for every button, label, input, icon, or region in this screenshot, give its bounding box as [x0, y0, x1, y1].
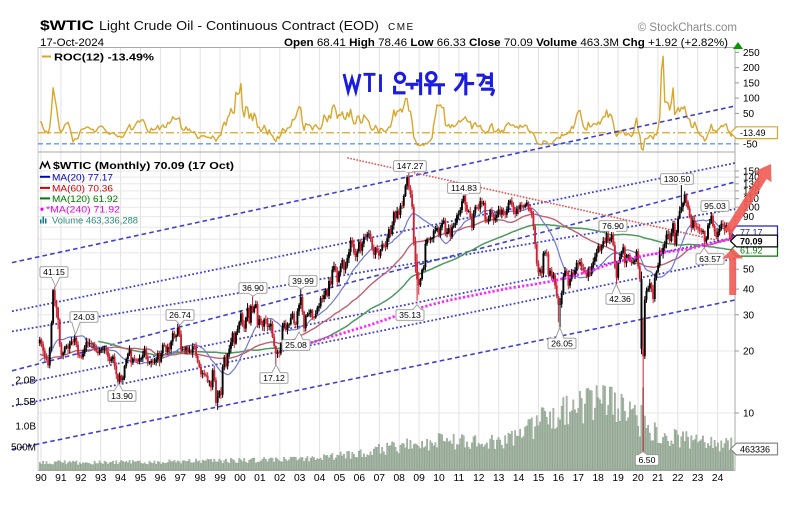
svg-text:150: 150: [743, 166, 760, 177]
svg-text:00: 00: [234, 473, 246, 484]
svg-text:39.99: 39.99: [292, 276, 314, 286]
svg-text:100: 100: [743, 94, 760, 105]
svg-text:99: 99: [214, 473, 226, 484]
svg-text:95.03: 95.03: [704, 201, 726, 211]
svg-text:95: 95: [135, 473, 147, 484]
svg-text:11: 11: [454, 473, 465, 484]
svg-text:1.5B: 1.5B: [15, 397, 36, 408]
svg-text:23: 23: [692, 473, 704, 484]
svg-text:130.50: 130.50: [664, 174, 691, 184]
svg-text:© StockCharts.com: © StockCharts.com: [638, 22, 737, 34]
svg-text:Open 68.41 High 78.46 Low 66.3: Open 68.41 High 78.46 Low 66.33 Close 70…: [284, 37, 728, 49]
svg-text:500M: 500M: [11, 443, 36, 454]
svg-text:ROC(12) -13.49%: ROC(12) -13.49%: [54, 52, 155, 64]
svg-text:98: 98: [194, 473, 206, 484]
svg-text:24.03: 24.03: [73, 312, 95, 322]
svg-text:16: 16: [553, 473, 565, 484]
svg-text:$WTIC: $WTIC: [40, 18, 94, 33]
svg-text:14: 14: [513, 473, 525, 484]
svg-text:03: 03: [294, 473, 306, 484]
svg-text:140: 140: [743, 173, 760, 184]
svg-text:130: 130: [743, 179, 760, 190]
svg-text:147.27: 147.27: [397, 161, 424, 171]
svg-text:1.0B: 1.0B: [15, 421, 36, 432]
svg-text:21: 21: [652, 473, 664, 484]
svg-text:35.13: 35.13: [399, 310, 421, 320]
svg-text:61.92: 61.92: [740, 246, 763, 256]
svg-text:*MA(240) 71.92: *MA(240) 71.92: [46, 205, 120, 216]
svg-text:26.05: 26.05: [551, 339, 573, 349]
svg-text:50: 50: [743, 265, 755, 276]
svg-text:36.90: 36.90: [242, 283, 264, 293]
svg-text:01: 01: [254, 473, 266, 484]
svg-text:20: 20: [632, 473, 644, 484]
svg-text:20: 20: [743, 347, 755, 358]
svg-text:70.09: 70.09: [740, 237, 763, 247]
svg-text:200: 200: [743, 63, 760, 74]
svg-text:96: 96: [155, 473, 167, 484]
svg-text:2.0B: 2.0B: [15, 376, 36, 387]
svg-text:250: 250: [743, 48, 760, 59]
svg-text:22: 22: [672, 473, 684, 484]
svg-text:17-Oct-2024: 17-Oct-2024: [40, 37, 104, 49]
svg-text:100: 100: [743, 203, 760, 214]
svg-text:07: 07: [374, 473, 386, 484]
svg-text:17: 17: [573, 473, 585, 484]
svg-text:90: 90: [743, 212, 755, 223]
svg-text:-50: -50: [743, 139, 758, 150]
svg-text:15: 15: [533, 473, 545, 484]
svg-text:19: 19: [612, 473, 624, 484]
svg-text:114.83: 114.83: [451, 183, 477, 193]
svg-text:6.50: 6.50: [639, 455, 656, 465]
svg-text:CME: CME: [388, 22, 415, 33]
svg-text:02: 02: [274, 473, 286, 484]
svg-text:Volume 463,336,288: Volume 463,336,288: [52, 216, 138, 227]
svg-text:50: 50: [743, 109, 755, 120]
svg-text:92: 92: [75, 473, 87, 484]
svg-text:30: 30: [743, 310, 755, 321]
svg-text:08: 08: [393, 473, 405, 484]
svg-text:Light Crude Oil - Continuous C: Light Crude Oil - Continuous Contract (E…: [99, 19, 379, 33]
svg-text:18: 18: [592, 473, 604, 484]
svg-text:$WTIC (Monthly) 70.09 (17 Oct): $WTIC (Monthly) 70.09 (17 Oct): [53, 160, 234, 172]
svg-text:94: 94: [115, 473, 127, 484]
svg-text:24: 24: [712, 473, 724, 484]
svg-text:25.08: 25.08: [285, 340, 307, 350]
svg-text:150: 150: [743, 78, 760, 89]
svg-text:05: 05: [334, 473, 346, 484]
svg-text:91: 91: [55, 473, 67, 484]
svg-text:10: 10: [433, 473, 445, 484]
svg-text:13: 13: [493, 473, 505, 484]
svg-text:40: 40: [743, 285, 755, 296]
svg-text:41.15: 41.15: [43, 267, 65, 277]
svg-text:04: 04: [314, 473, 326, 484]
svg-text:MA(20) 77.17: MA(20) 77.17: [52, 172, 113, 183]
svg-text:09: 09: [413, 473, 425, 484]
svg-text:42.36: 42.36: [609, 294, 631, 304]
svg-text:77.17: 77.17: [740, 227, 763, 237]
svg-text:17.12: 17.12: [263, 373, 285, 383]
svg-text:93: 93: [95, 473, 107, 484]
svg-text:-13.49: -13.49: [740, 128, 766, 138]
svg-text:MA(120) 61.92: MA(120) 61.92: [52, 194, 118, 205]
svg-text:76.90: 76.90: [602, 221, 624, 231]
svg-text:12: 12: [473, 473, 485, 484]
svg-text:06: 06: [354, 473, 366, 484]
svg-text:MA(60) 70.36: MA(60) 70.36: [52, 183, 113, 194]
svg-text:63.57: 63.57: [699, 254, 721, 264]
svg-text:90: 90: [35, 473, 47, 484]
svg-text:13.90: 13.90: [111, 391, 133, 401]
svg-text:97: 97: [175, 473, 187, 484]
svg-text:26.74: 26.74: [169, 310, 191, 320]
svg-text:463336: 463336: [740, 445, 770, 455]
svg-text:10: 10: [743, 409, 755, 420]
